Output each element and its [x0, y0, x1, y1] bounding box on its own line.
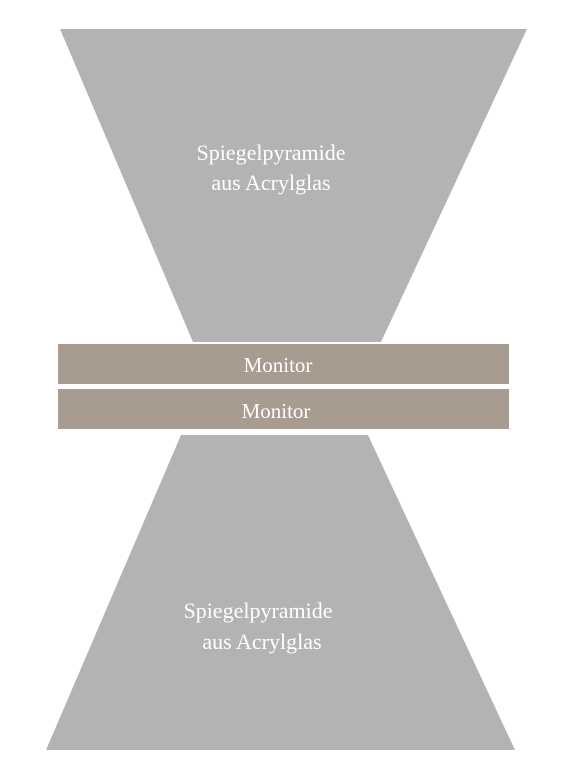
- top-pyramid-label-line2: aus Acrylglas: [211, 170, 330, 195]
- bottom-pyramid-label-line2: aus Acrylglas: [202, 629, 321, 654]
- monitor-bottom: [58, 389, 509, 429]
- bottom-mirror-pyramid: [46, 435, 515, 750]
- monitor-top-label: Monitor: [244, 353, 313, 377]
- monitor-top: [58, 344, 509, 384]
- top-pyramid-label-line1: Spiegelpyramide: [196, 140, 345, 165]
- top-mirror-pyramid: [60, 29, 527, 342]
- bottom-pyramid-label-line1: Spiegelpyramide: [183, 598, 332, 623]
- monitor-bottom-label: Monitor: [242, 399, 311, 423]
